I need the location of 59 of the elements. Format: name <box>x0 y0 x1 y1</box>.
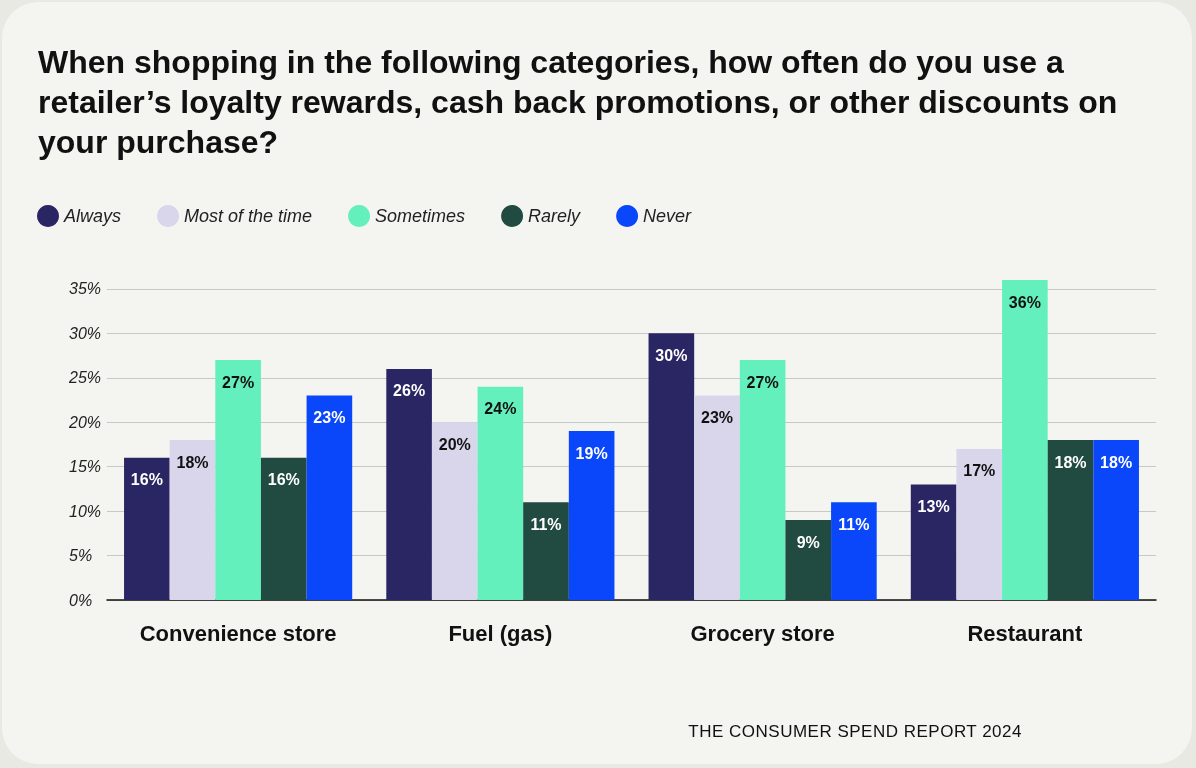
y-tick-label: 25% <box>68 369 102 387</box>
text: THE CONSUMER SPEND REPORT 2024 <box>688 722 1022 742</box>
y-tick-label: 10% <box>69 502 102 520</box>
legend-label: Most of the time <box>184 206 313 226</box>
x-tick-label: Convenience store <box>139 620 337 646</box>
bar <box>1093 440 1139 600</box>
data-label: 26% <box>393 382 426 400</box>
data-label: 13% <box>917 497 950 515</box>
data-label: 19% <box>575 444 608 462</box>
bar <box>431 422 478 600</box>
bar <box>306 395 353 600</box>
bar <box>831 502 877 600</box>
bar <box>568 431 615 600</box>
data-label: 27% <box>746 373 779 391</box>
data-label: 18% <box>176 453 209 471</box>
data-label: 23% <box>313 409 346 427</box>
bar <box>956 448 1003 600</box>
bar <box>124 457 170 600</box>
data-label: 16% <box>130 471 163 489</box>
bar <box>386 368 432 600</box>
data-label: 23% <box>700 409 734 427</box>
bar <box>694 395 740 600</box>
data-label: 9% <box>796 533 820 551</box>
chart-title: When shopping in the following categories, how often do you use a retailer’s loyalty rewards, cash back promotions, or other discounts on your purchase? <box>38 43 1119 162</box>
bar <box>785 520 832 600</box>
data-label: 18% <box>1100 453 1133 471</box>
bar <box>477 386 524 600</box>
bar <box>1047 440 1094 600</box>
y-tick-label: 20% <box>68 413 102 431</box>
y-tick-label: 0% <box>69 591 93 609</box>
data-label: 17% <box>963 462 996 480</box>
data-label: 16% <box>267 471 300 489</box>
x-tick-label: Restaurant <box>967 620 1084 646</box>
y-tick-label: 35% <box>69 280 102 298</box>
data-label: 36% <box>1008 293 1041 311</box>
bar <box>523 502 569 600</box>
bar <box>910 484 957 600</box>
legend-label: Never <box>643 206 693 226</box>
bar <box>739 360 786 600</box>
data-label: 11% <box>530 515 562 533</box>
x-tick-label: Grocery store <box>690 620 835 646</box>
bar <box>260 457 307 600</box>
y-tick-label: 30% <box>69 324 102 342</box>
legend-label: Always <box>63 206 122 226</box>
data-label: 27% <box>222 373 255 391</box>
bar <box>648 333 695 600</box>
legend-label: Rarely <box>528 206 582 226</box>
data-label: 30% <box>655 346 688 364</box>
x-tick-label: Fuel (gas) <box>448 620 553 646</box>
data-label: 20% <box>438 435 471 453</box>
data-label: 24% <box>484 400 517 418</box>
legend-label: Sometimes <box>375 206 466 226</box>
bar <box>215 360 261 600</box>
bar <box>169 440 216 600</box>
data-label: 18% <box>1054 453 1087 471</box>
y-tick-label: 15% <box>69 458 102 476</box>
data-label: 11% <box>838 515 870 533</box>
y-tick-label: 5% <box>69 547 93 565</box>
bar <box>1002 280 1048 600</box>
